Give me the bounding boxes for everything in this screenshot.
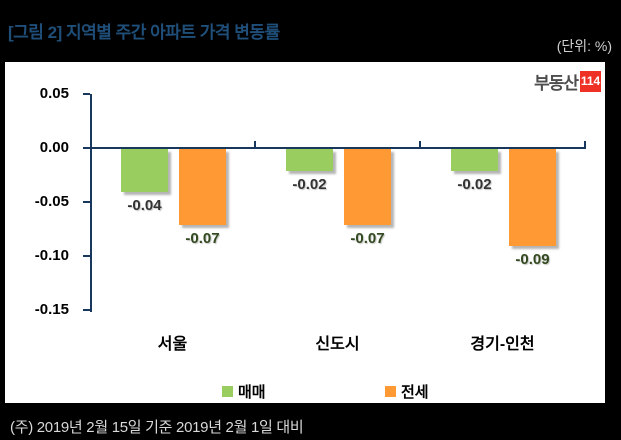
y-tick-label: -0.10 xyxy=(34,247,69,264)
y-tick-label: -0.15 xyxy=(34,301,69,318)
bar-전세-서울 xyxy=(179,149,226,225)
bar-value-label: -0.04 xyxy=(127,197,162,214)
unit-label: (단위: %) xyxy=(556,38,612,54)
bar-value-label: -0.09 xyxy=(515,251,550,268)
footnote: (주) 2019년 2월 15일 기준 2019년 2월 1일 대비 xyxy=(10,419,304,436)
legend-label-jeonse: 전세 xyxy=(401,384,429,401)
y-tick-label: 0.05 xyxy=(39,85,69,102)
bar-value-label: -0.07 xyxy=(350,230,385,247)
y-tick-label: -0.05 xyxy=(34,193,69,210)
bar-매매-신도시 xyxy=(286,149,333,171)
brand-logo: 부동산 114 xyxy=(534,70,601,93)
x-tick-mark xyxy=(419,141,421,149)
zero-baseline xyxy=(90,147,585,149)
bar-매매-서울 xyxy=(121,149,168,192)
y-tick-mark xyxy=(83,201,90,203)
chart-panel: 부동산 114 0.05 0.00 -0.05 -0.10 -0.15 -0.04 -0.0… xyxy=(5,62,605,403)
bar-전세-경기-인천 xyxy=(509,149,556,246)
legend-swatch-jeonse xyxy=(385,386,396,397)
y-axis-line xyxy=(90,94,92,312)
page-title: [그림 2] 지역별 주간 아파트 가격 변동률 xyxy=(8,23,280,42)
x-tick-mark xyxy=(584,141,586,149)
legend-item-sale: 매매 xyxy=(222,381,266,402)
brand-logo-text: 부동산 xyxy=(534,73,579,93)
y-tick-mark xyxy=(83,255,90,257)
x-tick-mark xyxy=(254,141,256,149)
bar-value-label: -0.02 xyxy=(457,176,492,193)
y-tick-mark xyxy=(83,147,90,149)
category-label: 경기-인천 xyxy=(470,336,535,353)
bar-매매-경기-인천 xyxy=(451,149,498,171)
y-tick-label: 0.00 xyxy=(39,139,69,156)
legend-label-sale: 매매 xyxy=(238,384,266,401)
category-label: 서울 xyxy=(157,336,188,353)
y-tick-mark xyxy=(83,309,90,311)
legend-swatch-sale xyxy=(222,386,233,397)
bar-전세-신도시 xyxy=(344,149,391,225)
brand-logo-badge: 114 xyxy=(580,70,601,92)
category-label: 신도시 xyxy=(315,336,360,353)
y-tick-mark xyxy=(83,93,90,95)
legend-item-jeonse: 전세 xyxy=(385,381,429,402)
bar-value-label: -0.07 xyxy=(185,230,220,247)
bar-chart: 0.05 0.00 -0.05 -0.10 -0.15 -0.04 -0.07 서울 -0.02… xyxy=(5,62,605,403)
bar-value-label: -0.02 xyxy=(292,176,327,193)
